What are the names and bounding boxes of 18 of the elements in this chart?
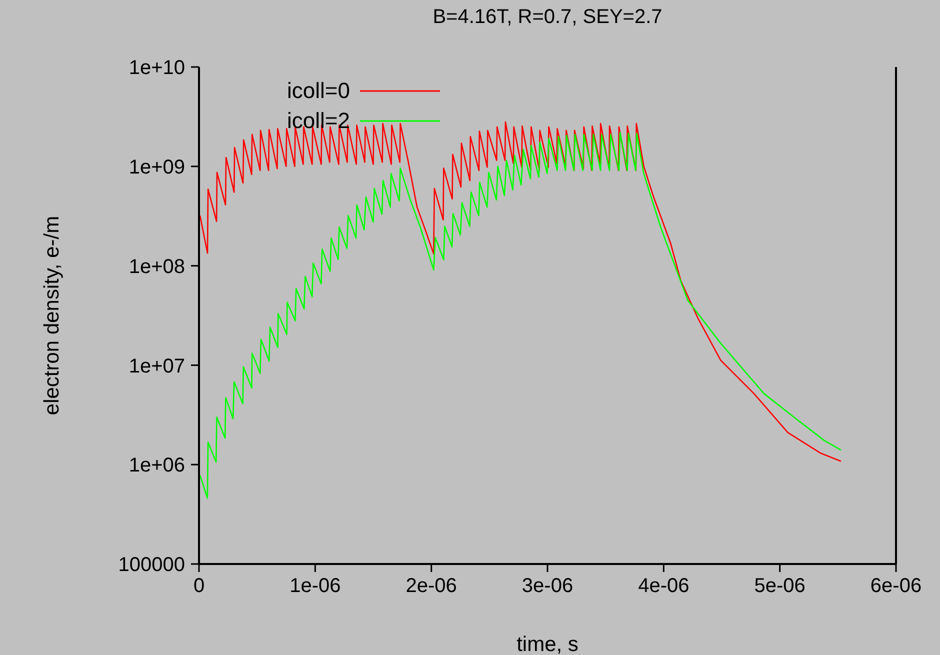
x-tick-label: 5e-06 xyxy=(754,575,806,598)
x-axis-title: time, s xyxy=(516,633,578,655)
y-tick-label: 1e+06 xyxy=(128,454,185,477)
x-tick-label: 1e-06 xyxy=(290,575,341,598)
x-tick-label: 3e-06 xyxy=(522,575,574,598)
chart-title: B=4.16T, R=0.7, SEY=2.7 xyxy=(432,6,664,29)
y-tick-label: 100000 xyxy=(118,554,185,576)
y-axis-title: electron density, e-/m xyxy=(40,216,64,416)
x-tick-label: 2e-06 xyxy=(406,575,457,598)
y-tick-label: 1e+08 xyxy=(128,256,185,278)
y-tick-label: 1e+09 xyxy=(128,156,185,178)
y-tick-label: 1e+07 xyxy=(128,355,185,378)
y-tick-label: 1e+10 xyxy=(128,57,185,80)
legend-label: icoll=2 xyxy=(286,108,350,134)
x-tick-label: 6e-06 xyxy=(870,575,922,598)
x-tick-label: 0 xyxy=(193,575,205,598)
legend-label: icoll=0 xyxy=(286,78,350,104)
x-tick-label: 4e-06 xyxy=(638,575,690,598)
